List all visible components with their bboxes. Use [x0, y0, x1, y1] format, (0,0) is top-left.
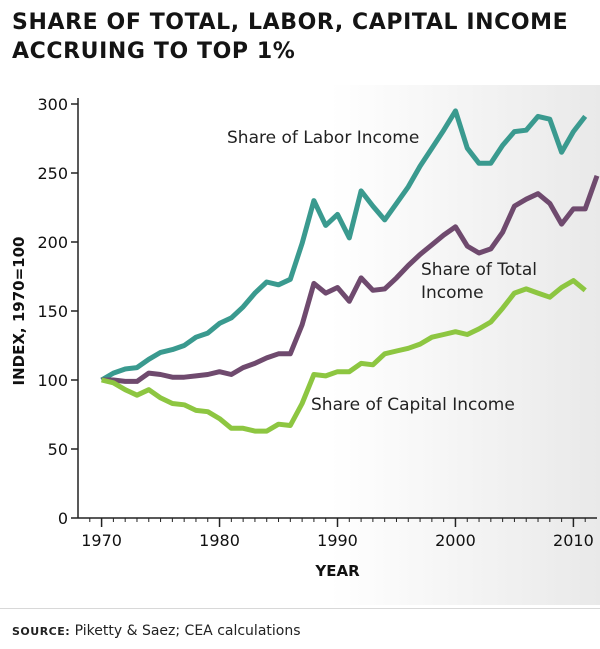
capital-income-line — [101, 278, 587, 434]
total-income-line — [101, 174, 600, 384]
y-tick-label: 250 — [37, 164, 68, 183]
label-total-income-line2: Income — [421, 283, 484, 303]
source-text: Piketty & Saez; CEA calculations — [74, 623, 301, 639]
y-axis-label: INDEX, 1970=100 — [10, 237, 28, 386]
labor-income-line — [100, 108, 588, 383]
axes: 0 50 100 150 200 250 300 1970 1980 1990 2000 2010 YE… — [10, 95, 597, 580]
line-chart: 0 50 100 150 200 250 300 1970 1980 1990 2000 2010 YE… — [0, 85, 600, 605]
y-tick-label: 300 — [37, 95, 68, 114]
y-tick-label: 0 — [58, 509, 68, 528]
x-tick-label: 1990 — [317, 531, 358, 550]
y-tick-label: 50 — [48, 440, 68, 459]
x-axis-label: YEAR — [314, 562, 360, 580]
title-line-2: ACCRUING TO TOP 1% — [12, 39, 296, 64]
footer-divider — [0, 608, 600, 609]
source-note: SOURCE: Piketty & Saez; CEA calculations — [12, 623, 301, 639]
label-labor-income: Share of Labor Income — [227, 128, 419, 148]
series-annotations: Share of Labor Income Share of Total Incom… — [227, 128, 537, 415]
y-tick-label: 100 — [37, 371, 68, 390]
label-capital-income: Share of Capital Income — [311, 395, 515, 415]
series-lines — [100, 108, 600, 434]
source-label: SOURCE: — [12, 625, 71, 638]
x-tick-label: 2000 — [435, 531, 476, 550]
y-tick-label: 150 — [37, 302, 68, 321]
x-tick-label: 1970 — [81, 531, 122, 550]
plot-background — [0, 85, 600, 605]
title-line-1: SHARE OF TOTAL, LABOR, CAPITAL INCOME — [12, 10, 569, 35]
label-total-income-line1: Share of Total — [421, 260, 537, 280]
y-tick-label: 200 — [37, 233, 68, 252]
x-tick-label: 2010 — [553, 531, 594, 550]
x-tick-label: 1980 — [199, 531, 240, 550]
chart-title: SHARE OF TOTAL, LABOR, CAPITAL INCOME AC… — [12, 8, 572, 66]
